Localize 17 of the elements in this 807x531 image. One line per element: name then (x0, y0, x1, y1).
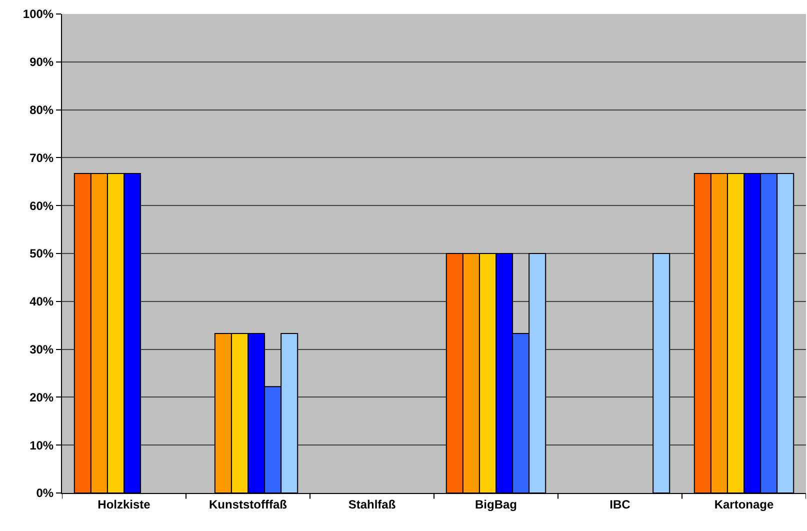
y-tick-label: 100% (22, 7, 54, 22)
y-tick-label: 70% (30, 150, 54, 165)
y-tick-label: 50% (30, 246, 54, 261)
y-tick-label: 60% (30, 198, 54, 213)
x-tick-label: Kartonage (714, 497, 774, 512)
y-tick-label: 30% (30, 342, 54, 356)
y-tick-label: 90% (30, 55, 54, 70)
x-tick-label: Kunststofffaß (209, 497, 287, 512)
x-tick-label: Holzkiste (98, 497, 151, 512)
x-tick-label: BigBag (475, 497, 517, 512)
x-tick-label: IBC (610, 497, 631, 512)
x-tick-label: Stahlfaß (348, 497, 396, 512)
y-tick-label: 0% (36, 486, 54, 500)
y-tick-label: 40% (30, 294, 54, 309)
y-tick-label: 10% (30, 438, 54, 452)
y-tick-label: 80% (30, 103, 54, 117)
y-tick-label: 20% (30, 390, 54, 404)
